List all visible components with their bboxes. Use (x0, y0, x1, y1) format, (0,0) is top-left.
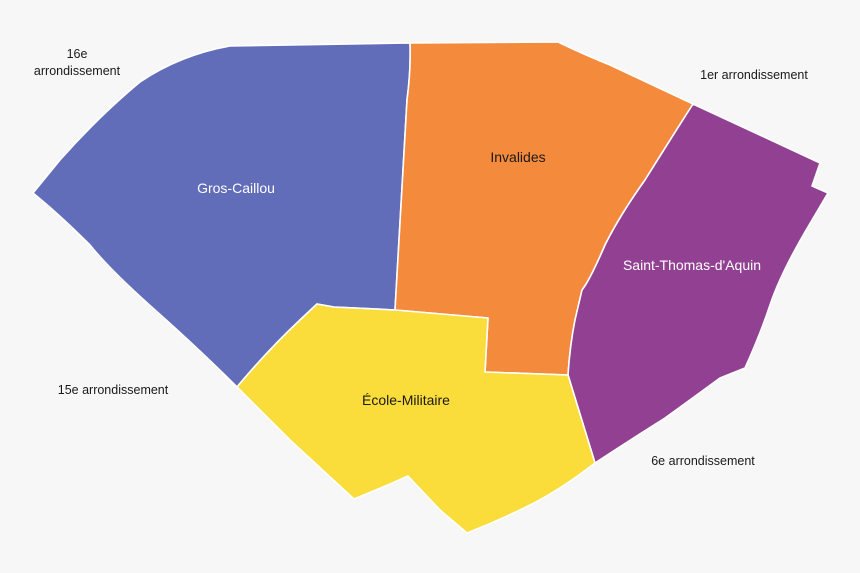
district-saint-thomas-daquin[interactable] (567, 103, 829, 464)
label-saint-thomas-daquin: Saint-Thomas-d'Aquin (623, 257, 761, 273)
label-16e-line2: arrondissement (34, 64, 121, 78)
label-gros-caillou: Gros-Caillou (197, 180, 275, 196)
label-1er-arrondissement: 1er arrondissement (700, 68, 808, 82)
label-16e-line1: 16e (67, 47, 88, 61)
label-ecole-militaire: École-Militaire (362, 392, 450, 408)
label-invalides: Invalides (490, 149, 545, 165)
district-ecole-militaire[interactable] (236, 303, 596, 534)
label-6e-arrondissement: 6e arrondissement (651, 454, 755, 468)
label-15e-arrondissement: 15e arrondissement (58, 383, 169, 397)
